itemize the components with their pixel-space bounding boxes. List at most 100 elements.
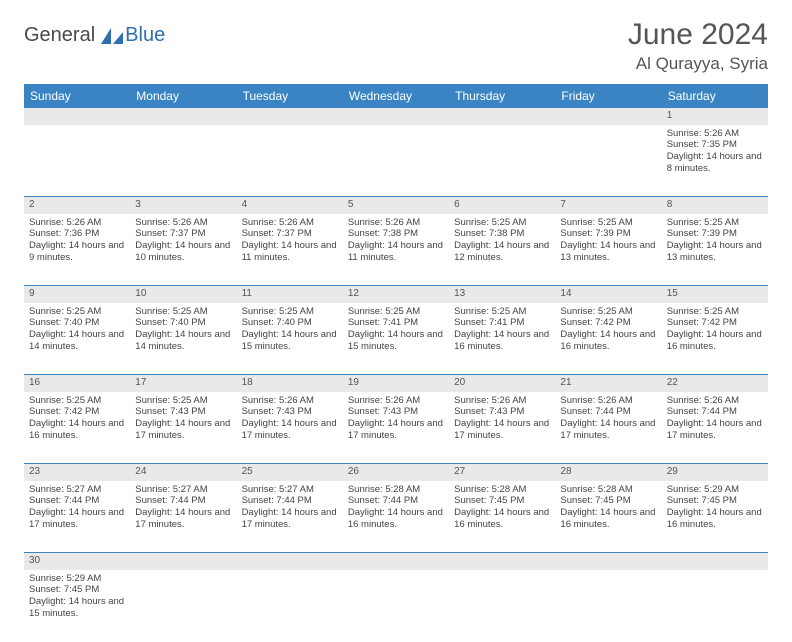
daylight-line: Daylight: 14 hours and 17 minutes. bbox=[242, 507, 338, 531]
calendar-table: Sunday Monday Tuesday Wednesday Thursday… bbox=[24, 84, 768, 642]
title-block: June 2024 Al Qurayya, Syria bbox=[628, 18, 768, 74]
daynum-row: 30 bbox=[24, 553, 768, 570]
day-number bbox=[130, 553, 236, 570]
daylight-line: Daylight: 14 hours and 17 minutes. bbox=[348, 418, 444, 442]
sunrise-line: Sunrise: 5:26 AM bbox=[242, 217, 338, 229]
sunset-line: Sunset: 7:40 PM bbox=[135, 317, 231, 329]
daynum-row: 1 bbox=[24, 108, 768, 125]
daylight-line: Daylight: 14 hours and 15 minutes. bbox=[348, 329, 444, 353]
day-cell: Sunrise: 5:27 AMSunset: 7:44 PMDaylight:… bbox=[24, 481, 130, 553]
day-number: 27 bbox=[449, 464, 555, 481]
day-cell: Sunrise: 5:25 AMSunset: 7:42 PMDaylight:… bbox=[662, 303, 768, 375]
day-cell: Sunrise: 5:26 AMSunset: 7:38 PMDaylight:… bbox=[343, 214, 449, 286]
day-number: 13 bbox=[449, 286, 555, 303]
sunrise-line: Sunrise: 5:25 AM bbox=[135, 395, 231, 407]
header: General Blue June 2024 Al Qurayya, Syria bbox=[24, 18, 768, 74]
daylight-line: Daylight: 14 hours and 15 minutes. bbox=[29, 596, 125, 620]
sunrise-line: Sunrise: 5:26 AM bbox=[348, 395, 444, 407]
sunrise-line: Sunrise: 5:28 AM bbox=[560, 484, 656, 496]
day-number: 29 bbox=[662, 464, 768, 481]
daylight-line: Daylight: 14 hours and 16 minutes. bbox=[667, 329, 763, 353]
sunset-line: Sunset: 7:44 PM bbox=[29, 495, 125, 507]
sunrise-line: Sunrise: 5:25 AM bbox=[560, 306, 656, 318]
day-cell: Sunrise: 5:26 AMSunset: 7:43 PMDaylight:… bbox=[449, 392, 555, 464]
day-number bbox=[237, 553, 343, 570]
sunset-line: Sunset: 7:45 PM bbox=[454, 495, 550, 507]
day-cell bbox=[130, 125, 236, 197]
day-number: 14 bbox=[555, 286, 661, 303]
daylight-line: Daylight: 14 hours and 17 minutes. bbox=[135, 418, 231, 442]
day-cell: Sunrise: 5:26 AMSunset: 7:43 PMDaylight:… bbox=[343, 392, 449, 464]
sunset-line: Sunset: 7:38 PM bbox=[348, 228, 444, 240]
daylight-line: Daylight: 14 hours and 9 minutes. bbox=[29, 240, 125, 264]
daylight-line: Daylight: 14 hours and 17 minutes. bbox=[560, 418, 656, 442]
day-number: 3 bbox=[130, 197, 236, 214]
sunset-line: Sunset: 7:44 PM bbox=[242, 495, 338, 507]
sunset-line: Sunset: 7:45 PM bbox=[29, 584, 125, 596]
daylight-line: Daylight: 14 hours and 13 minutes. bbox=[560, 240, 656, 264]
sunset-line: Sunset: 7:41 PM bbox=[348, 317, 444, 329]
sunset-line: Sunset: 7:44 PM bbox=[135, 495, 231, 507]
sunset-line: Sunset: 7:44 PM bbox=[560, 406, 656, 418]
week-row: Sunrise: 5:25 AMSunset: 7:42 PMDaylight:… bbox=[24, 392, 768, 464]
sunrise-line: Sunrise: 5:26 AM bbox=[560, 395, 656, 407]
weekday-header: Monday bbox=[130, 84, 236, 108]
sunrise-line: Sunrise: 5:25 AM bbox=[135, 306, 231, 318]
daylight-line: Daylight: 14 hours and 14 minutes. bbox=[29, 329, 125, 353]
day-number: 17 bbox=[130, 375, 236, 392]
sunrise-line: Sunrise: 5:27 AM bbox=[135, 484, 231, 496]
day-cell: Sunrise: 5:25 AMSunset: 7:40 PMDaylight:… bbox=[237, 303, 343, 375]
daylight-line: Daylight: 14 hours and 17 minutes. bbox=[454, 418, 550, 442]
daylight-line: Daylight: 14 hours and 17 minutes. bbox=[242, 418, 338, 442]
sunrise-line: Sunrise: 5:26 AM bbox=[29, 217, 125, 229]
sunrise-line: Sunrise: 5:25 AM bbox=[29, 395, 125, 407]
week-row: Sunrise: 5:27 AMSunset: 7:44 PMDaylight:… bbox=[24, 481, 768, 553]
day-cell: Sunrise: 5:28 AMSunset: 7:45 PMDaylight:… bbox=[555, 481, 661, 553]
day-number bbox=[343, 108, 449, 125]
day-cell bbox=[237, 125, 343, 197]
sunset-line: Sunset: 7:36 PM bbox=[29, 228, 125, 240]
month-title: June 2024 bbox=[628, 18, 768, 52]
sunrise-line: Sunrise: 5:25 AM bbox=[667, 306, 763, 318]
day-cell: Sunrise: 5:25 AMSunset: 7:39 PMDaylight:… bbox=[662, 214, 768, 286]
sunset-line: Sunset: 7:40 PM bbox=[242, 317, 338, 329]
daynum-row: 23242526272829 bbox=[24, 464, 768, 481]
logo-sail-icon bbox=[101, 28, 123, 44]
day-number: 6 bbox=[449, 197, 555, 214]
day-number: 24 bbox=[130, 464, 236, 481]
logo-text-general: General bbox=[24, 24, 95, 47]
day-number: 12 bbox=[343, 286, 449, 303]
day-number bbox=[449, 553, 555, 570]
sunrise-line: Sunrise: 5:26 AM bbox=[348, 217, 444, 229]
sunrise-line: Sunrise: 5:25 AM bbox=[242, 306, 338, 318]
day-number: 23 bbox=[24, 464, 130, 481]
daylight-line: Daylight: 14 hours and 13 minutes. bbox=[667, 240, 763, 264]
week-row: Sunrise: 5:26 AMSunset: 7:35 PMDaylight:… bbox=[24, 125, 768, 197]
day-cell: Sunrise: 5:25 AMSunset: 7:38 PMDaylight:… bbox=[449, 214, 555, 286]
sunset-line: Sunset: 7:39 PM bbox=[667, 228, 763, 240]
daylight-line: Daylight: 14 hours and 10 minutes. bbox=[135, 240, 231, 264]
day-number: 8 bbox=[662, 197, 768, 214]
sunset-line: Sunset: 7:39 PM bbox=[560, 228, 656, 240]
week-row: Sunrise: 5:26 AMSunset: 7:36 PMDaylight:… bbox=[24, 214, 768, 286]
weekday-header: Saturday bbox=[662, 84, 768, 108]
day-cell: Sunrise: 5:26 AMSunset: 7:36 PMDaylight:… bbox=[24, 214, 130, 286]
sunset-line: Sunset: 7:43 PM bbox=[348, 406, 444, 418]
sunrise-line: Sunrise: 5:25 AM bbox=[667, 217, 763, 229]
sunrise-line: Sunrise: 5:28 AM bbox=[348, 484, 444, 496]
sunrise-line: Sunrise: 5:26 AM bbox=[667, 395, 763, 407]
daylight-line: Daylight: 14 hours and 16 minutes. bbox=[454, 329, 550, 353]
day-cell: Sunrise: 5:26 AMSunset: 7:43 PMDaylight:… bbox=[237, 392, 343, 464]
sunset-line: Sunset: 7:42 PM bbox=[29, 406, 125, 418]
day-cell: Sunrise: 5:26 AMSunset: 7:44 PMDaylight:… bbox=[662, 392, 768, 464]
day-number bbox=[555, 108, 661, 125]
sunset-line: Sunset: 7:44 PM bbox=[667, 406, 763, 418]
day-cell bbox=[662, 570, 768, 642]
daylight-line: Daylight: 14 hours and 16 minutes. bbox=[560, 507, 656, 531]
day-number: 7 bbox=[555, 197, 661, 214]
day-number: 20 bbox=[449, 375, 555, 392]
day-cell: Sunrise: 5:26 AMSunset: 7:37 PMDaylight:… bbox=[237, 214, 343, 286]
day-number: 18 bbox=[237, 375, 343, 392]
day-cell: Sunrise: 5:25 AMSunset: 7:39 PMDaylight:… bbox=[555, 214, 661, 286]
day-number: 15 bbox=[662, 286, 768, 303]
